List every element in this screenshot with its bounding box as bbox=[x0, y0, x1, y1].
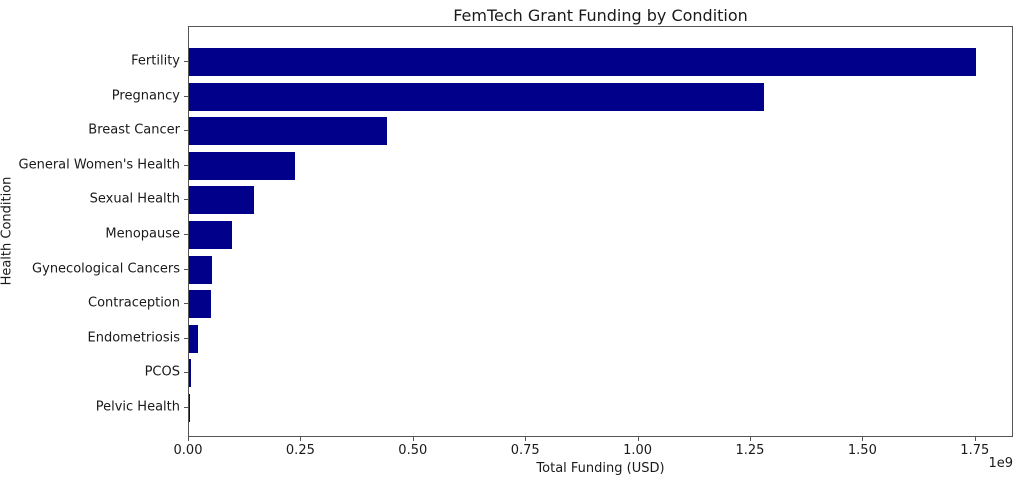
x-tick-mark bbox=[525, 437, 527, 441]
x-tick-mark bbox=[188, 437, 189, 441]
bar-breast-cancer bbox=[189, 117, 387, 146]
y-tick-mark bbox=[184, 234, 188, 235]
x-tick-mark bbox=[300, 437, 302, 441]
bar-pcos bbox=[189, 359, 192, 388]
y-tick-label: Fertility bbox=[131, 53, 180, 69]
bar-sexual-health bbox=[189, 186, 255, 215]
y-tick-mark bbox=[184, 95, 188, 97]
x-tick-label: 0.75 bbox=[510, 443, 540, 458]
y-tick-mark bbox=[184, 337, 188, 339]
y-tick-label: PCOS bbox=[144, 364, 180, 380]
y-tick-label: Pelvic Health bbox=[95, 399, 180, 415]
x-tick-mark bbox=[412, 437, 414, 441]
x-tick-mark bbox=[974, 437, 976, 441]
y-tick-label: Contraception bbox=[88, 295, 180, 311]
bar-endometriosis bbox=[189, 324, 198, 353]
y-tick-label: Breast Cancer bbox=[88, 122, 180, 138]
y-tick-mark bbox=[184, 372, 188, 374]
bar-menopause bbox=[189, 221, 232, 249]
x-tick-mark bbox=[862, 437, 864, 441]
x-tick-mark bbox=[749, 437, 751, 441]
bar-contraception bbox=[189, 290, 211, 319]
x-tick-label: 0.25 bbox=[285, 443, 315, 458]
x-axis-offset-label: 1e9 bbox=[988, 456, 1013, 471]
x-tick-mark bbox=[637, 437, 639, 441]
y-tick-label: Pregnancy bbox=[111, 88, 180, 104]
y-tick-mark bbox=[184, 407, 188, 408]
y-tick-label: Endometriosis bbox=[87, 330, 181, 346]
x-tick-label: 0.00 bbox=[173, 443, 203, 458]
y-tick-mark bbox=[184, 199, 188, 201]
y-tick-mark bbox=[184, 303, 188, 305]
x-tick-label: 1.50 bbox=[847, 443, 877, 458]
chart-title: FemTech Grant Funding by Condition bbox=[453, 6, 748, 25]
x-tick-label: 0.50 bbox=[398, 443, 428, 458]
plot-area bbox=[188, 26, 1013, 437]
y-tick-mark bbox=[184, 164, 188, 166]
y-tick-mark bbox=[184, 61, 188, 62]
y-tick-mark bbox=[184, 268, 188, 270]
y-tick-label: Sexual Health bbox=[89, 191, 180, 207]
y-tick-label: Menopause bbox=[105, 226, 180, 242]
bar-general-women-s-health bbox=[189, 151, 295, 180]
y-tick-label: Gynecological Cancers bbox=[32, 261, 180, 277]
y-tick-label: General Women's Health bbox=[18, 157, 180, 173]
y-tick-mark bbox=[184, 130, 188, 132]
x-tick-label: 1.75 bbox=[960, 443, 990, 458]
x-tick-label: 1.25 bbox=[735, 443, 765, 458]
bar-fertility bbox=[189, 48, 976, 76]
bar-pregnancy bbox=[189, 82, 765, 111]
x-tick-label: 1.00 bbox=[623, 443, 653, 458]
bar-gynecological-cancers bbox=[189, 255, 213, 284]
x-axis-label: Total Funding (USD) bbox=[536, 461, 665, 476]
